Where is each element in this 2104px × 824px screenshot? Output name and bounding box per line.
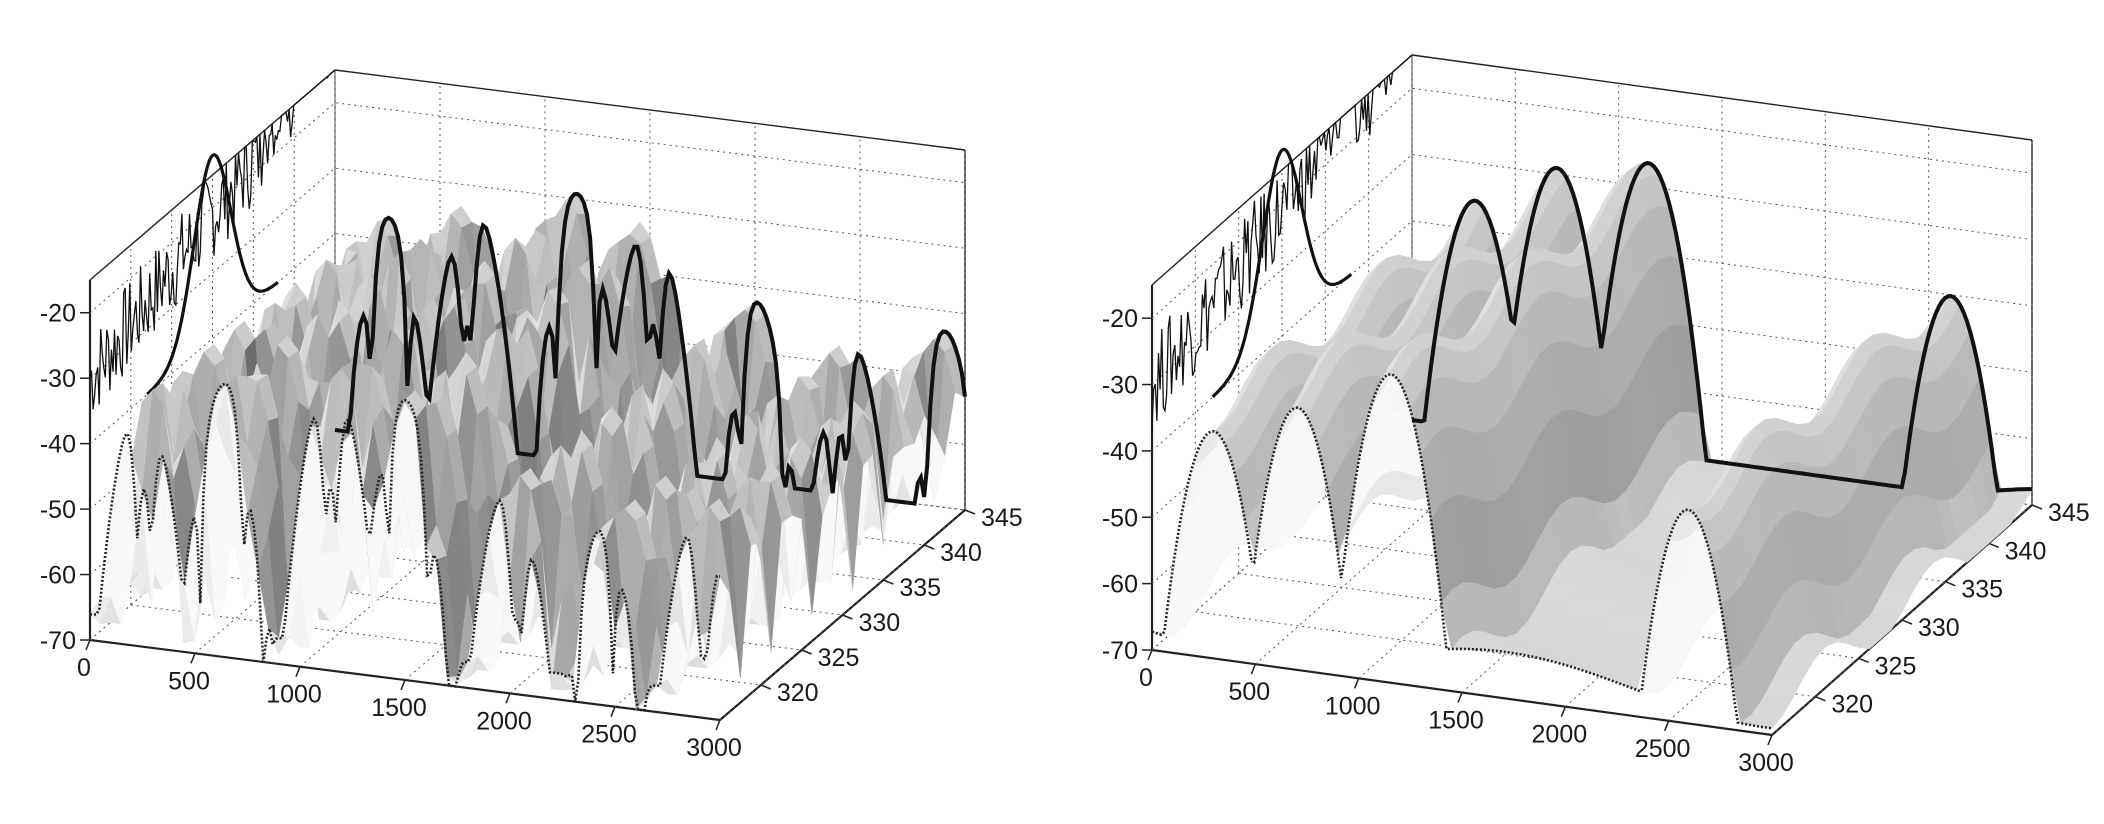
y-tick-mark xyxy=(1945,580,1956,587)
top-back-edge xyxy=(1411,54,2033,141)
y-gridline xyxy=(1195,611,1816,698)
x-tick-label: 1500 xyxy=(371,694,427,722)
z-tick-label: -70 xyxy=(1102,637,1138,665)
x-tick-mark xyxy=(610,706,616,717)
x-gridline xyxy=(1254,69,1516,665)
z-tick-label: -60 xyxy=(40,562,76,590)
y-tick-label: 345 xyxy=(2048,499,2090,527)
x-tick-label: 0 xyxy=(1139,664,1153,692)
x-tick-label: 1000 xyxy=(1325,692,1381,720)
y-tick-label: 335 xyxy=(899,574,941,602)
x-tick-label: 2000 xyxy=(476,707,532,735)
y-tick-mark xyxy=(842,614,853,620)
surface-plot-right-svg: 0 500 1000 1500 2000 2500 3000 3203253303353403… xyxy=(1102,54,2090,777)
y-tick-mark xyxy=(923,544,935,550)
y-tick-label: 330 xyxy=(1918,614,1960,642)
top-left-edge xyxy=(1151,54,1413,286)
y-tick-label: 320 xyxy=(777,679,819,707)
x-tick-mark xyxy=(1457,692,1463,703)
back-wall-curves xyxy=(89,69,336,410)
z-gridline xyxy=(1151,419,2033,651)
x-tick-mark xyxy=(400,679,406,691)
y-tick-mark xyxy=(1988,542,1999,549)
smooth-wall-curve xyxy=(146,152,279,396)
x-tick-label: 500 xyxy=(168,667,210,695)
z-tick-label: -70 xyxy=(40,627,76,655)
y-tick-mark xyxy=(1815,695,1826,702)
top-back-edge xyxy=(334,69,966,151)
surface-front-edge xyxy=(89,382,721,712)
surface-back-ridge xyxy=(1411,160,2033,493)
y-tick-label: 325 xyxy=(1875,652,1917,680)
x-tick-label: 2000 xyxy=(1532,721,1588,749)
x-tick-label: 2500 xyxy=(581,721,637,749)
y-tick-mark xyxy=(2031,504,2043,510)
y-tick-label: 325 xyxy=(818,644,860,672)
z-tick-label: -20 xyxy=(1102,305,1138,333)
z-tick-label: -30 xyxy=(40,365,76,393)
x-tick-label: 0 xyxy=(77,654,91,682)
tick-labels: 0 500 1000 1500 2000 2500 3000 320 325 330 335 340 3… xyxy=(40,300,1023,762)
x-tick-mark xyxy=(715,719,721,731)
x-tick-mark xyxy=(295,666,301,677)
x-tick-label: 3000 xyxy=(686,734,742,762)
z-tick-label: -60 xyxy=(1102,571,1138,599)
y-tick-mark xyxy=(964,509,976,515)
x-tick-mark xyxy=(1560,706,1567,717)
z-tick-label: -50 xyxy=(1102,504,1138,532)
surface-plot-right: 0 500 1000 1500 2000 2500 3000 320 325 330 335 340 3… xyxy=(1052,0,2104,824)
x-tick-label: 500 xyxy=(1228,678,1270,706)
y-tick-mark xyxy=(801,649,812,655)
surface-front-edge xyxy=(1151,372,1773,730)
surface-plot-left: 0 500 1000 1500 2000 2500 3000 320 325 330 335 340 3… xyxy=(40,69,1023,762)
x-tick-mark xyxy=(505,693,511,704)
z-gridline xyxy=(1151,153,2033,385)
y-tick-label: 340 xyxy=(940,539,982,567)
z-tick-label: -40 xyxy=(40,431,76,459)
noisy-wall-trace xyxy=(89,69,336,410)
y-tick-mark xyxy=(1858,657,1869,664)
y-tick-label: 335 xyxy=(1961,576,2003,604)
x-tick-mark xyxy=(1250,663,1257,675)
x-tick-mark xyxy=(190,653,196,664)
noisy-wall-trace xyxy=(1151,54,1413,431)
surface-patch xyxy=(1761,714,1784,729)
z-gridline xyxy=(1151,87,2033,319)
x-tick-mark xyxy=(85,639,91,651)
surface xyxy=(1151,160,2033,730)
x-tick-mark xyxy=(1147,649,1153,661)
surface-back-ridge xyxy=(334,191,967,506)
x-tick-label: 1000 xyxy=(266,681,322,709)
x-tick-mark xyxy=(1353,678,1360,689)
y-tick-mark xyxy=(883,579,894,585)
z-tick-label: -20 xyxy=(40,300,76,328)
y-tick-label: 330 xyxy=(859,609,901,637)
tick-labels: 0 500 1000 1500 2000 2500 3000 3203253303353403… xyxy=(1102,305,2090,777)
back-wall-curves xyxy=(1151,54,1413,431)
z-tick-label: -30 xyxy=(1102,372,1138,400)
y-tick-mark xyxy=(1901,619,1913,625)
y-tick-label: 340 xyxy=(2005,537,2047,565)
y-tick-label: 320 xyxy=(1831,691,1873,719)
x-tick-mark xyxy=(1663,720,1670,732)
surface-plot-left-svg: 0 500 1000 1500 2000 2500 3000 320 325 330 335 340 3… xyxy=(40,69,1023,762)
smooth-wall-curve xyxy=(1211,147,1353,399)
x-tick-mark xyxy=(1767,734,1773,746)
x-tick-label: 1500 xyxy=(1428,707,1484,735)
z-tick-label: -40 xyxy=(1102,438,1138,466)
y-tick-label: 345 xyxy=(981,504,1023,532)
x-tick-label: 3000 xyxy=(1738,749,1794,777)
z-tick-label: -50 xyxy=(40,496,76,524)
surface xyxy=(89,191,967,712)
y-tick-mark xyxy=(760,684,772,690)
x-tick-label: 2500 xyxy=(1635,735,1691,763)
z-gridline xyxy=(1151,220,2033,452)
